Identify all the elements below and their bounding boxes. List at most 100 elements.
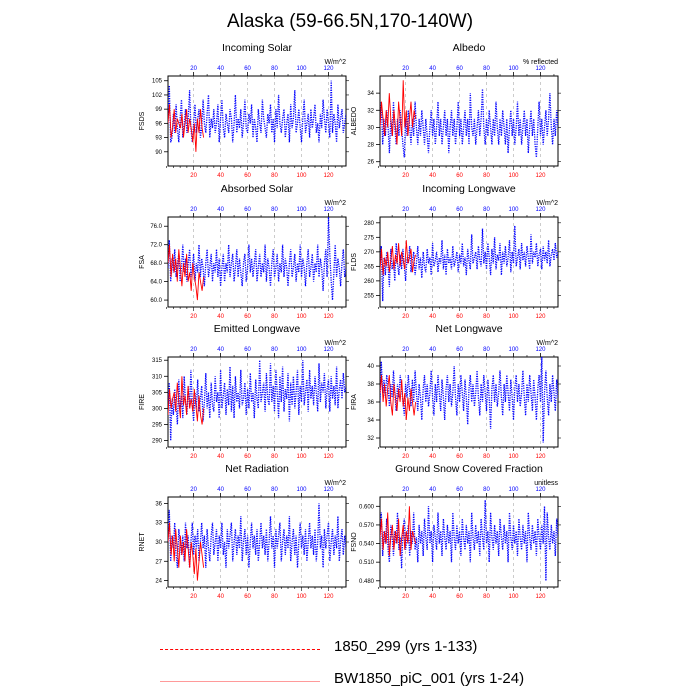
top-tick-label: 80 bbox=[271, 487, 278, 493]
panel-title: Incoming Solar bbox=[222, 42, 293, 54]
y-tick-label: 34 bbox=[367, 418, 374, 424]
top-tick-label: 120 bbox=[535, 347, 546, 353]
top-tick-label: 100 bbox=[508, 207, 519, 213]
y-tick-label: 33 bbox=[155, 521, 162, 527]
panel-fsds: Incoming Solar W/m^2 20 40 60 80 100 120 20 40 60 8… bbox=[139, 42, 349, 179]
panel-fsno: Ground Snow Covered Fraction unitless 20 40… bbox=[351, 463, 561, 600]
bottom-tick-label: 40 bbox=[429, 454, 436, 460]
top-tick-label: 60 bbox=[244, 207, 251, 213]
top-tick-label: 40 bbox=[217, 487, 224, 493]
bottom-tick-label: 120 bbox=[323, 594, 334, 600]
series-line-short-run bbox=[168, 244, 205, 301]
y-tick-label: 295 bbox=[152, 423, 163, 429]
panel-title: Incoming Longwave bbox=[422, 183, 516, 195]
panel-title: Ground Snow Covered Fraction bbox=[395, 463, 543, 475]
y-tick-label: 0.540 bbox=[359, 542, 375, 548]
y-tick-label: 93 bbox=[155, 136, 162, 142]
bottom-tick-label: 80 bbox=[483, 594, 490, 600]
bottom-tick-label: 20 bbox=[190, 454, 197, 460]
top-tick-label: 20 bbox=[402, 66, 409, 72]
bottom-tick-label: 80 bbox=[271, 173, 278, 179]
panel-fire: Emitted Longwave W/m^2 20 40 60 80 100 120 20 40 6… bbox=[139, 323, 349, 460]
series-line-long-run bbox=[380, 500, 558, 581]
top-tick-label: 60 bbox=[244, 347, 251, 353]
panel-title: Absorbed Solar bbox=[221, 183, 294, 195]
y-tick-label: 27 bbox=[155, 559, 162, 565]
top-tick-label: 60 bbox=[456, 347, 463, 353]
y-tick-label: 0.510 bbox=[359, 560, 375, 566]
y-tick-label: 90 bbox=[155, 150, 162, 156]
bottom-tick-label: 100 bbox=[508, 454, 519, 460]
y-axis-label: FSNO bbox=[351, 532, 358, 552]
y-tick-label: 24 bbox=[155, 579, 162, 585]
series-line-long-run bbox=[168, 217, 346, 301]
y-tick-label: 72.0 bbox=[150, 243, 162, 249]
bottom-tick-label: 80 bbox=[483, 454, 490, 460]
y-axis-label: FSA bbox=[139, 255, 146, 269]
panel-rnet: Net Radiation W/m^2 20 40 60 80 100 120 20 40 60 80… bbox=[139, 463, 349, 600]
bottom-tick-label: 80 bbox=[483, 314, 490, 320]
bottom-tick-label: 20 bbox=[190, 594, 197, 600]
top-tick-label: 20 bbox=[402, 207, 409, 213]
y-tick-label: 68.0 bbox=[150, 261, 162, 267]
y-axis-label: FIRA bbox=[351, 394, 358, 410]
panel-units: % reflected bbox=[523, 59, 558, 66]
series-line-long-run bbox=[380, 357, 558, 443]
y-tick-label: 64.0 bbox=[150, 280, 162, 286]
figure-title: Alaska (59-66.5N,170-140W) bbox=[227, 11, 473, 32]
y-tick-label: 30 bbox=[367, 125, 374, 131]
y-tick-label: 280 bbox=[364, 221, 375, 227]
top-tick-label: 80 bbox=[271, 66, 278, 72]
top-tick-label: 120 bbox=[535, 487, 546, 493]
top-tick-label: 20 bbox=[190, 347, 197, 353]
plot-frame bbox=[379, 216, 559, 308]
bottom-tick-label: 120 bbox=[323, 314, 334, 320]
top-tick-label: 120 bbox=[535, 207, 546, 213]
bottom-tick-label: 60 bbox=[456, 454, 463, 460]
bottom-tick-label: 100 bbox=[508, 173, 519, 179]
y-tick-label: 28 bbox=[367, 143, 374, 149]
legend-label-long-run: 1850_299 (yrs 1-133) bbox=[334, 638, 478, 655]
y-tick-label: 315 bbox=[152, 358, 163, 364]
bottom-tick-label: 40 bbox=[429, 314, 436, 320]
y-tick-label: 275 bbox=[364, 235, 375, 241]
panels: Incoming Solar W/m^2 20 40 60 80 100 120 20 40 60 8… bbox=[139, 42, 561, 600]
y-tick-label: 255 bbox=[364, 293, 375, 299]
panel-albedo: Albedo % reflected 20 40 60 80 100 120 20 40 60 80 1… bbox=[351, 42, 561, 179]
series-line-short-run bbox=[380, 80, 417, 145]
y-tick-label: 260 bbox=[364, 279, 375, 285]
top-tick-label: 120 bbox=[323, 487, 334, 493]
y-tick-label: 38 bbox=[367, 382, 374, 388]
top-tick-label: 60 bbox=[244, 487, 251, 493]
bottom-tick-label: 100 bbox=[508, 314, 519, 320]
y-tick-label: 76.0 bbox=[150, 224, 162, 230]
bottom-tick-label: 100 bbox=[296, 594, 307, 600]
panel-title: Net Radiation bbox=[225, 463, 289, 475]
bottom-tick-label: 40 bbox=[217, 594, 224, 600]
y-tick-label: 32 bbox=[367, 436, 374, 442]
panel-title: Albedo bbox=[453, 42, 486, 54]
y-tick-label: 40 bbox=[367, 364, 374, 370]
plot-frame bbox=[167, 216, 347, 308]
bottom-tick-label: 120 bbox=[535, 454, 546, 460]
legend-item-short-run: BW1850_piC_001 (yrs 1-24) bbox=[160, 670, 580, 694]
series-line-short-run bbox=[380, 506, 417, 557]
panel-title: Net Longwave bbox=[435, 323, 502, 335]
top-tick-label: 120 bbox=[323, 347, 334, 353]
y-tick-label: 99 bbox=[155, 107, 162, 113]
y-tick-label: 26 bbox=[367, 160, 374, 166]
panel-units: W/m^2 bbox=[536, 340, 558, 347]
bottom-tick-label: 40 bbox=[429, 594, 436, 600]
top-tick-label: 20 bbox=[402, 347, 409, 353]
top-tick-label: 120 bbox=[323, 66, 334, 72]
y-axis-label: RNET bbox=[139, 532, 146, 552]
bottom-tick-label: 120 bbox=[323, 173, 334, 179]
y-tick-label: 270 bbox=[364, 250, 375, 256]
top-tick-label: 20 bbox=[190, 207, 197, 213]
series-line-short-run bbox=[380, 374, 417, 421]
series-line-long-run bbox=[380, 88, 558, 158]
y-tick-label: 0.480 bbox=[359, 579, 375, 585]
top-tick-label: 80 bbox=[483, 66, 490, 72]
bottom-tick-label: 60 bbox=[456, 173, 463, 179]
